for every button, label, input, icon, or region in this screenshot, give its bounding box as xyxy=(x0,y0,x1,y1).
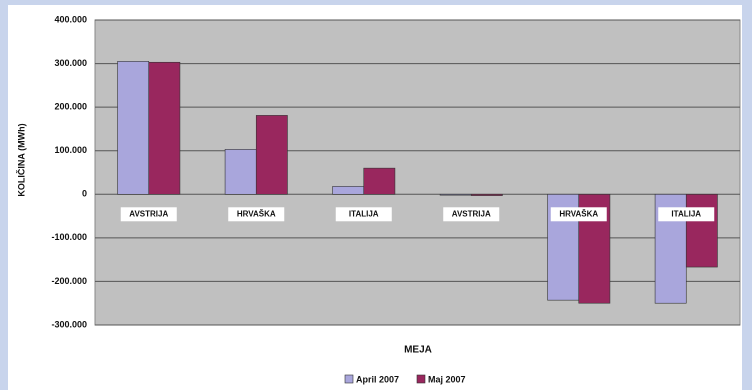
x-axis-label: MEJA xyxy=(404,345,432,356)
plot-area xyxy=(94,19,741,326)
bar xyxy=(117,61,150,195)
x-tick-label: ITALIJA xyxy=(671,209,701,218)
x-tick-label-box xyxy=(335,207,392,222)
bar xyxy=(685,193,718,268)
y-tick-label: -100.000 xyxy=(51,232,87,242)
x-tick-label: HRVAŠKA xyxy=(559,209,598,218)
y-tick-label: -300.000 xyxy=(51,319,87,329)
y-tick-label: -200.000 xyxy=(51,276,87,286)
y-tick-label: 100.000 xyxy=(54,145,87,155)
bar xyxy=(148,61,181,195)
y-tick-label: 200.000 xyxy=(54,102,87,112)
bar xyxy=(439,193,472,196)
legend-label: April 2007 xyxy=(356,374,399,384)
x-tick-label: HRVAŠKA xyxy=(237,209,276,218)
x-tick-label: AVSTRIJA xyxy=(452,209,491,218)
legend-swatch xyxy=(416,374,426,384)
y-tick-label: 300.000 xyxy=(54,58,87,68)
bar xyxy=(224,149,257,195)
y-tick-label: 400.000 xyxy=(54,14,87,24)
bar xyxy=(255,115,288,195)
x-tick-label: AVSTRIJA xyxy=(129,209,168,218)
legend-swatch xyxy=(344,374,354,384)
y-tick-label: 0 xyxy=(82,189,87,199)
x-tick-label-box xyxy=(658,207,715,222)
x-tick-label-box xyxy=(120,207,177,222)
bar xyxy=(470,193,503,196)
x-tick-label-box xyxy=(443,207,500,222)
x-tick-label-box xyxy=(550,207,607,222)
legend: April 2007 Maj 2007 xyxy=(344,374,466,384)
x-tick-label-box xyxy=(228,207,285,222)
legend-label: Maj 2007 xyxy=(428,374,466,384)
x-tick-label: ITALIJA xyxy=(349,209,379,218)
y-axis-label: KOLIČINA (MWh) xyxy=(15,123,26,196)
bar xyxy=(332,186,365,195)
bar xyxy=(363,167,396,195)
